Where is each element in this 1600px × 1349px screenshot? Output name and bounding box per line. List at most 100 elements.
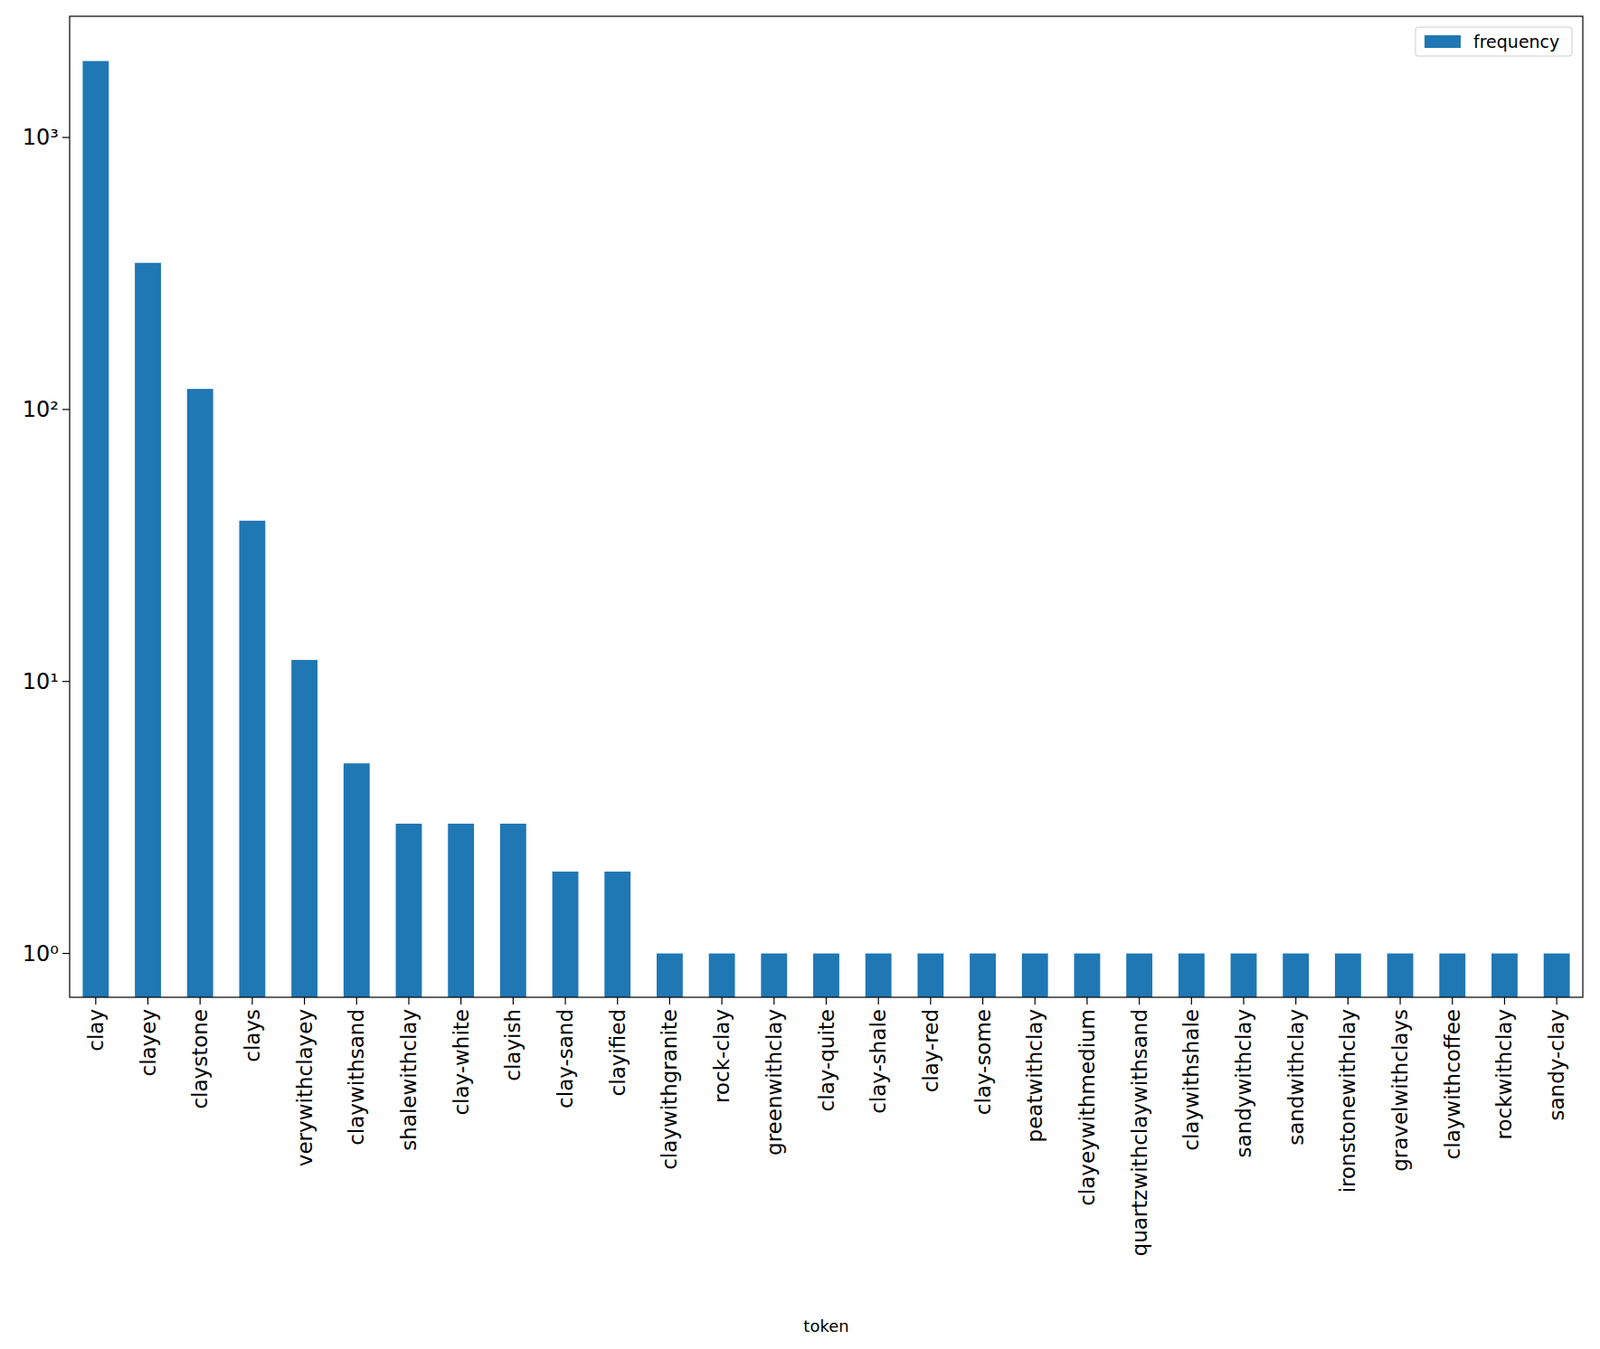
bar	[500, 823, 527, 998]
x-tick	[251, 997, 253, 1005]
y-tick	[62, 681, 70, 682]
x-tick	[1086, 997, 1088, 1005]
x-tick	[773, 997, 775, 1005]
bar	[656, 954, 683, 998]
x-tick-label: clay-some	[971, 1009, 995, 1116]
x-tick-label: clay-red	[918, 1009, 943, 1093]
x-tick	[825, 997, 827, 1005]
bar	[1074, 954, 1101, 998]
x-tick-label: peatwithclay	[1022, 1009, 1047, 1143]
x-tick-label: clay	[84, 1009, 108, 1052]
bar	[1178, 954, 1205, 998]
x-tick-label: claystone	[188, 1009, 212, 1110]
bar	[1126, 954, 1153, 998]
x-tick	[1191, 997, 1193, 1005]
bar	[1387, 954, 1414, 998]
y-tick	[62, 408, 70, 410]
x-tick	[564, 997, 566, 1005]
x-tick	[1399, 997, 1401, 1005]
y-tick	[62, 953, 70, 955]
x-tick-label: clay-shale	[866, 1009, 890, 1115]
x-tick-label: greenwithclay	[762, 1009, 786, 1156]
x-tick	[407, 997, 409, 1005]
x-tick	[460, 997, 462, 1005]
x-tick-label: sandwithclay	[1284, 1009, 1308, 1146]
x-tick-label: rock-clay	[710, 1009, 734, 1104]
x-tick-label: clay-white	[449, 1009, 474, 1117]
x-tick	[721, 997, 723, 1005]
bar	[917, 954, 944, 998]
bar	[604, 871, 631, 998]
bars	[82, 61, 1570, 998]
x-tick	[1242, 997, 1244, 1005]
y-tick-label: 10³	[22, 124, 59, 151]
bar	[1491, 954, 1518, 998]
x-tick	[1034, 997, 1036, 1005]
y-tick	[62, 136, 70, 138]
bar	[1230, 954, 1258, 998]
x-tick-label: clays	[240, 1009, 265, 1063]
bar	[552, 871, 579, 998]
y-tick-label: 10¹	[22, 669, 59, 695]
x-tick	[1138, 997, 1140, 1005]
x-tick-label: clay-sand	[553, 1009, 578, 1109]
plot-frame	[69, 16, 1583, 998]
bar	[396, 823, 423, 998]
x-tick	[94, 997, 96, 1005]
bar	[134, 263, 161, 998]
x-tick-label: sandy-clay	[1544, 1009, 1569, 1122]
x-tick	[878, 997, 880, 1005]
x-tick-label: ironstonewithclay	[1335, 1009, 1360, 1193]
x-tick-label: clayish	[501, 1009, 525, 1082]
bar	[813, 954, 840, 998]
x-tick-label: claywithsand	[344, 1009, 369, 1146]
bar	[187, 388, 214, 998]
x-tick	[1556, 997, 1558, 1005]
x-tick	[147, 997, 149, 1005]
x-tick	[1295, 997, 1297, 1005]
bar	[969, 954, 996, 998]
x-tick	[356, 997, 358, 1005]
legend-label: frequency	[1473, 31, 1560, 52]
x-tick-label: shalewithclay	[397, 1009, 421, 1152]
x-tick-label: claywithcoffee	[1440, 1009, 1465, 1160]
x-tick-label: gravelwithclays	[1388, 1009, 1412, 1173]
x-tick	[616, 997, 618, 1005]
bar	[82, 61, 109, 998]
x-tick	[1451, 997, 1453, 1005]
bar	[760, 954, 787, 998]
x-tick-label: claywithshale	[1179, 1009, 1203, 1152]
x-tick	[982, 997, 984, 1005]
x-tick-label: clay-quite	[814, 1009, 839, 1112]
x-tick-label: sandywithclay	[1231, 1009, 1256, 1158]
x-tick-label: rockwithclay	[1492, 1009, 1516, 1141]
bar	[1439, 954, 1466, 998]
y-tick-label: 10²	[22, 397, 59, 423]
x-tick	[1347, 997, 1349, 1005]
x-tick	[303, 997, 305, 1005]
x-tick-label: clayey	[136, 1009, 161, 1078]
x-axis-label: token	[803, 1316, 849, 1336]
chart: 10⁰10¹10²10³clayclayeyclaystoneclaysvery…	[0, 0, 1600, 1349]
x-tick	[512, 997, 514, 1005]
x-tick-label: clayeywithmedium	[1075, 1009, 1099, 1207]
bar	[447, 823, 474, 998]
legend-box	[1415, 27, 1572, 57]
bar	[1282, 954, 1309, 998]
bar	[1022, 954, 1049, 998]
x-tick	[669, 997, 671, 1005]
chart-root: 10⁰10¹10²10³clayclayeyclaystoneclaysvery…	[0, 0, 1600, 1349]
x-tick	[1504, 997, 1506, 1005]
x-tick	[199, 997, 201, 1005]
bar	[1334, 954, 1362, 998]
bar	[1543, 954, 1571, 998]
bar	[291, 660, 318, 998]
bar	[238, 520, 266, 998]
x-tick-label: quartzwithclaywithsand	[1127, 1009, 1152, 1257]
legend-swatch	[1424, 35, 1461, 48]
bar	[709, 954, 736, 998]
bar	[343, 763, 370, 998]
bar	[865, 954, 892, 998]
x-tick-label: verywithclayey	[293, 1009, 317, 1167]
x-tick-label: claywithgranite	[657, 1009, 682, 1171]
